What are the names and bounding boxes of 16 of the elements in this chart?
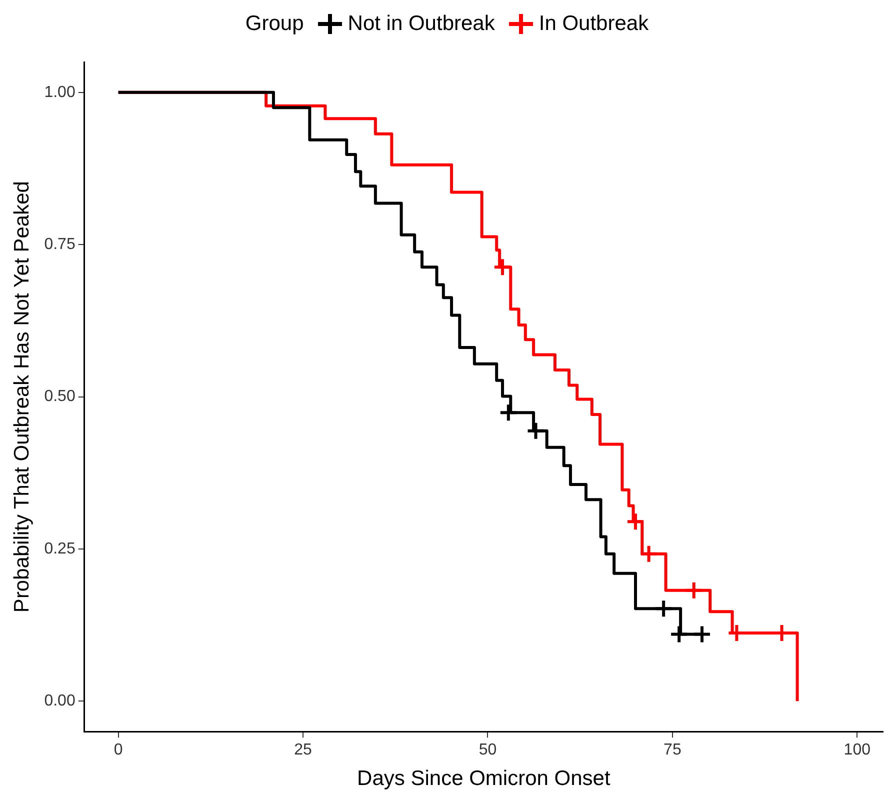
x-tick-label: 25 — [294, 742, 312, 759]
x-tick-label: 0 — [114, 742, 123, 759]
point — [626, 512, 645, 532]
y-tick-label: 0.00 — [44, 692, 76, 710]
y-tick-label: 1.00 — [44, 84, 76, 101]
x-tick-label: 50 — [478, 742, 497, 759]
y-tick-label: 0.25 — [44, 540, 76, 558]
legend-label: Not in Outbreak — [348, 12, 495, 36]
legend-title: Group — [245, 12, 304, 36]
x-tick-label: 75 — [664, 742, 682, 759]
y-tick-label: 0.50 — [44, 388, 76, 406]
y-tick-label: 0.75 — [44, 236, 76, 254]
x-axis-title: Days Since Omicron Onset — [357, 767, 610, 790]
y-axis-title: Probability That Outbreak Has Not Yet Peaked — [10, 181, 34, 613]
x-tick-label: 100 — [844, 742, 871, 759]
legend-label: In Outbreak — [538, 12, 649, 36]
